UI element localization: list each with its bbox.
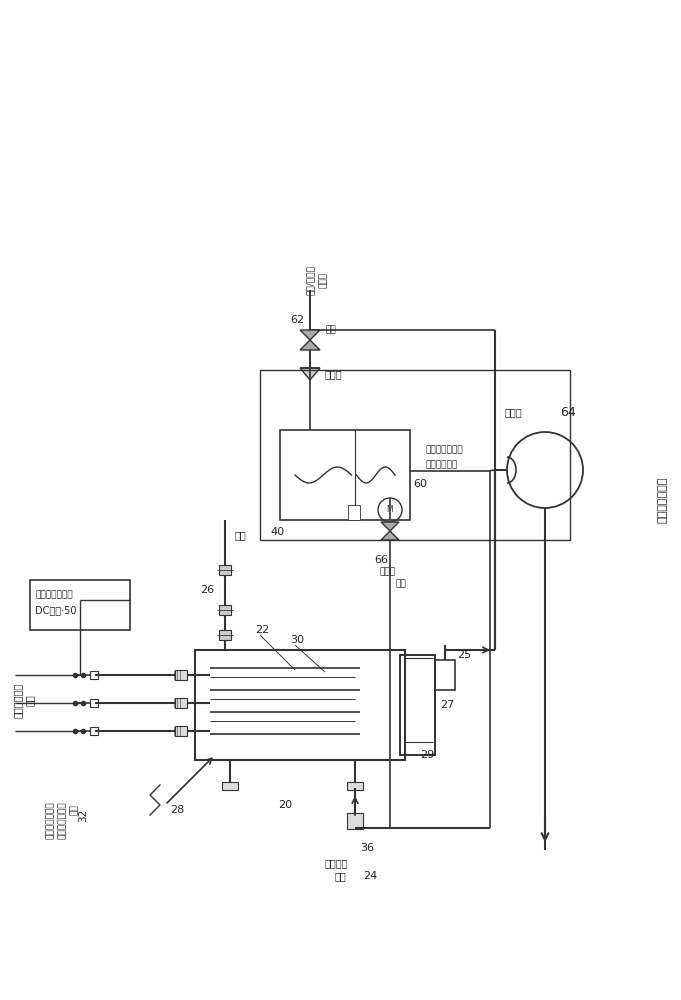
Text: DC电源·50: DC电源·50 [35,605,76,615]
Text: 27: 27 [440,700,454,710]
Text: 出口: 出口 [69,805,78,815]
Text: 排放: 排放 [25,694,35,706]
Text: 止回阀: 止回阀 [325,369,343,379]
Bar [400,655,435,755]
Bar [347,782,363,790]
Text: 气体/氮气到: 气体/氮气到 [306,265,315,295]
Bar [90,671,98,679]
Polygon shape [300,368,320,380]
Text: 30: 30 [290,635,304,645]
Text: 增压泵: 增压泵 [505,407,522,417]
Bar [435,660,455,690]
Text: 64: 64 [560,406,575,418]
Text: 28: 28 [170,805,185,815]
Bar [280,430,410,520]
Bar [347,813,363,829]
Polygon shape [381,522,399,540]
Text: 电极: 电极 [235,530,247,540]
Text: 32: 32 [78,808,88,822]
Text: 20: 20 [278,800,292,810]
Text: 文氏管: 文氏管 [319,272,328,288]
Text: 经处理流出液: 经处理流出液 [13,682,23,718]
Text: 进入: 进入 [335,871,347,881]
Text: 40: 40 [270,527,284,537]
Bar [90,727,98,735]
Bar [175,670,187,680]
Bar [30,580,130,630]
Text: 22: 22 [255,625,269,635]
Text: 反应器中的喷嘴: 反应器中的喷嘴 [57,801,67,839]
Bar [219,630,231,640]
Text: 具有交替极性的: 具有交替极性的 [35,590,73,599]
Bar [195,650,405,760]
Bar [219,605,231,615]
Text: 旁阀: 旁阀 [395,580,406,588]
Bar [175,726,187,736]
Text: 旁通阀: 旁通阀 [380,568,396,576]
Text: 用于高速排放到: 用于高速排放到 [46,801,54,839]
Bar [260,370,570,540]
Polygon shape [300,330,320,350]
Text: 60: 60 [413,479,427,489]
Text: 24: 24 [363,871,377,881]
Text: 36: 36 [360,843,374,853]
Text: 66: 66 [374,555,388,565]
Bar [90,699,98,707]
Text: 用于气体注入液: 用于气体注入液 [425,446,462,454]
Text: M: M [387,506,394,514]
Bar [219,565,231,575]
Text: 62: 62 [290,315,304,325]
Text: 26: 26 [200,585,214,595]
Text: 电化学电池过程: 电化学电池过程 [658,477,668,523]
Bar [222,782,238,790]
Text: 原流入液: 原流入液 [325,858,349,868]
Bar [175,698,187,708]
Text: 29: 29 [420,750,434,760]
Text: 流中的文氏管: 流中的文氏管 [425,460,457,470]
Text: 25: 25 [457,650,471,660]
Bar [347,505,360,520]
Bar [400,655,435,755]
Text: 旋阀: 旋阀 [325,326,336,334]
